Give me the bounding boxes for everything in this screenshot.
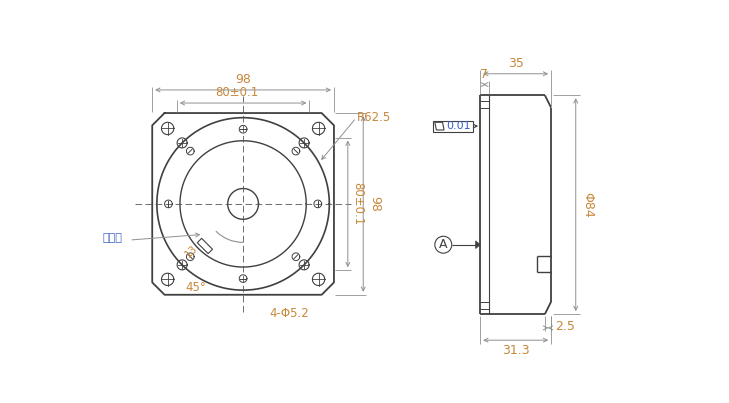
- Polygon shape: [475, 241, 480, 249]
- Text: 出线口: 出线口: [102, 233, 122, 243]
- Text: 35: 35: [507, 57, 523, 70]
- Text: 2.5: 2.5: [555, 320, 575, 333]
- Polygon shape: [432, 121, 472, 131]
- Text: A: A: [439, 238, 448, 251]
- Text: 7: 7: [480, 68, 488, 81]
- Text: 4-Φ5.2: 4-Φ5.2: [270, 307, 309, 320]
- Text: 0.01: 0.01: [446, 121, 471, 131]
- Text: 98: 98: [368, 196, 381, 212]
- Text: 13: 13: [184, 243, 200, 260]
- Text: 31.3: 31.3: [502, 344, 529, 357]
- Text: 80±0.1: 80±0.1: [351, 182, 364, 226]
- Text: 80±0.1: 80±0.1: [215, 86, 259, 99]
- Text: 98: 98: [235, 73, 251, 86]
- Text: R62.5: R62.5: [357, 111, 391, 124]
- Text: Φ84: Φ84: [581, 192, 594, 218]
- Text: 45°: 45°: [185, 280, 206, 293]
